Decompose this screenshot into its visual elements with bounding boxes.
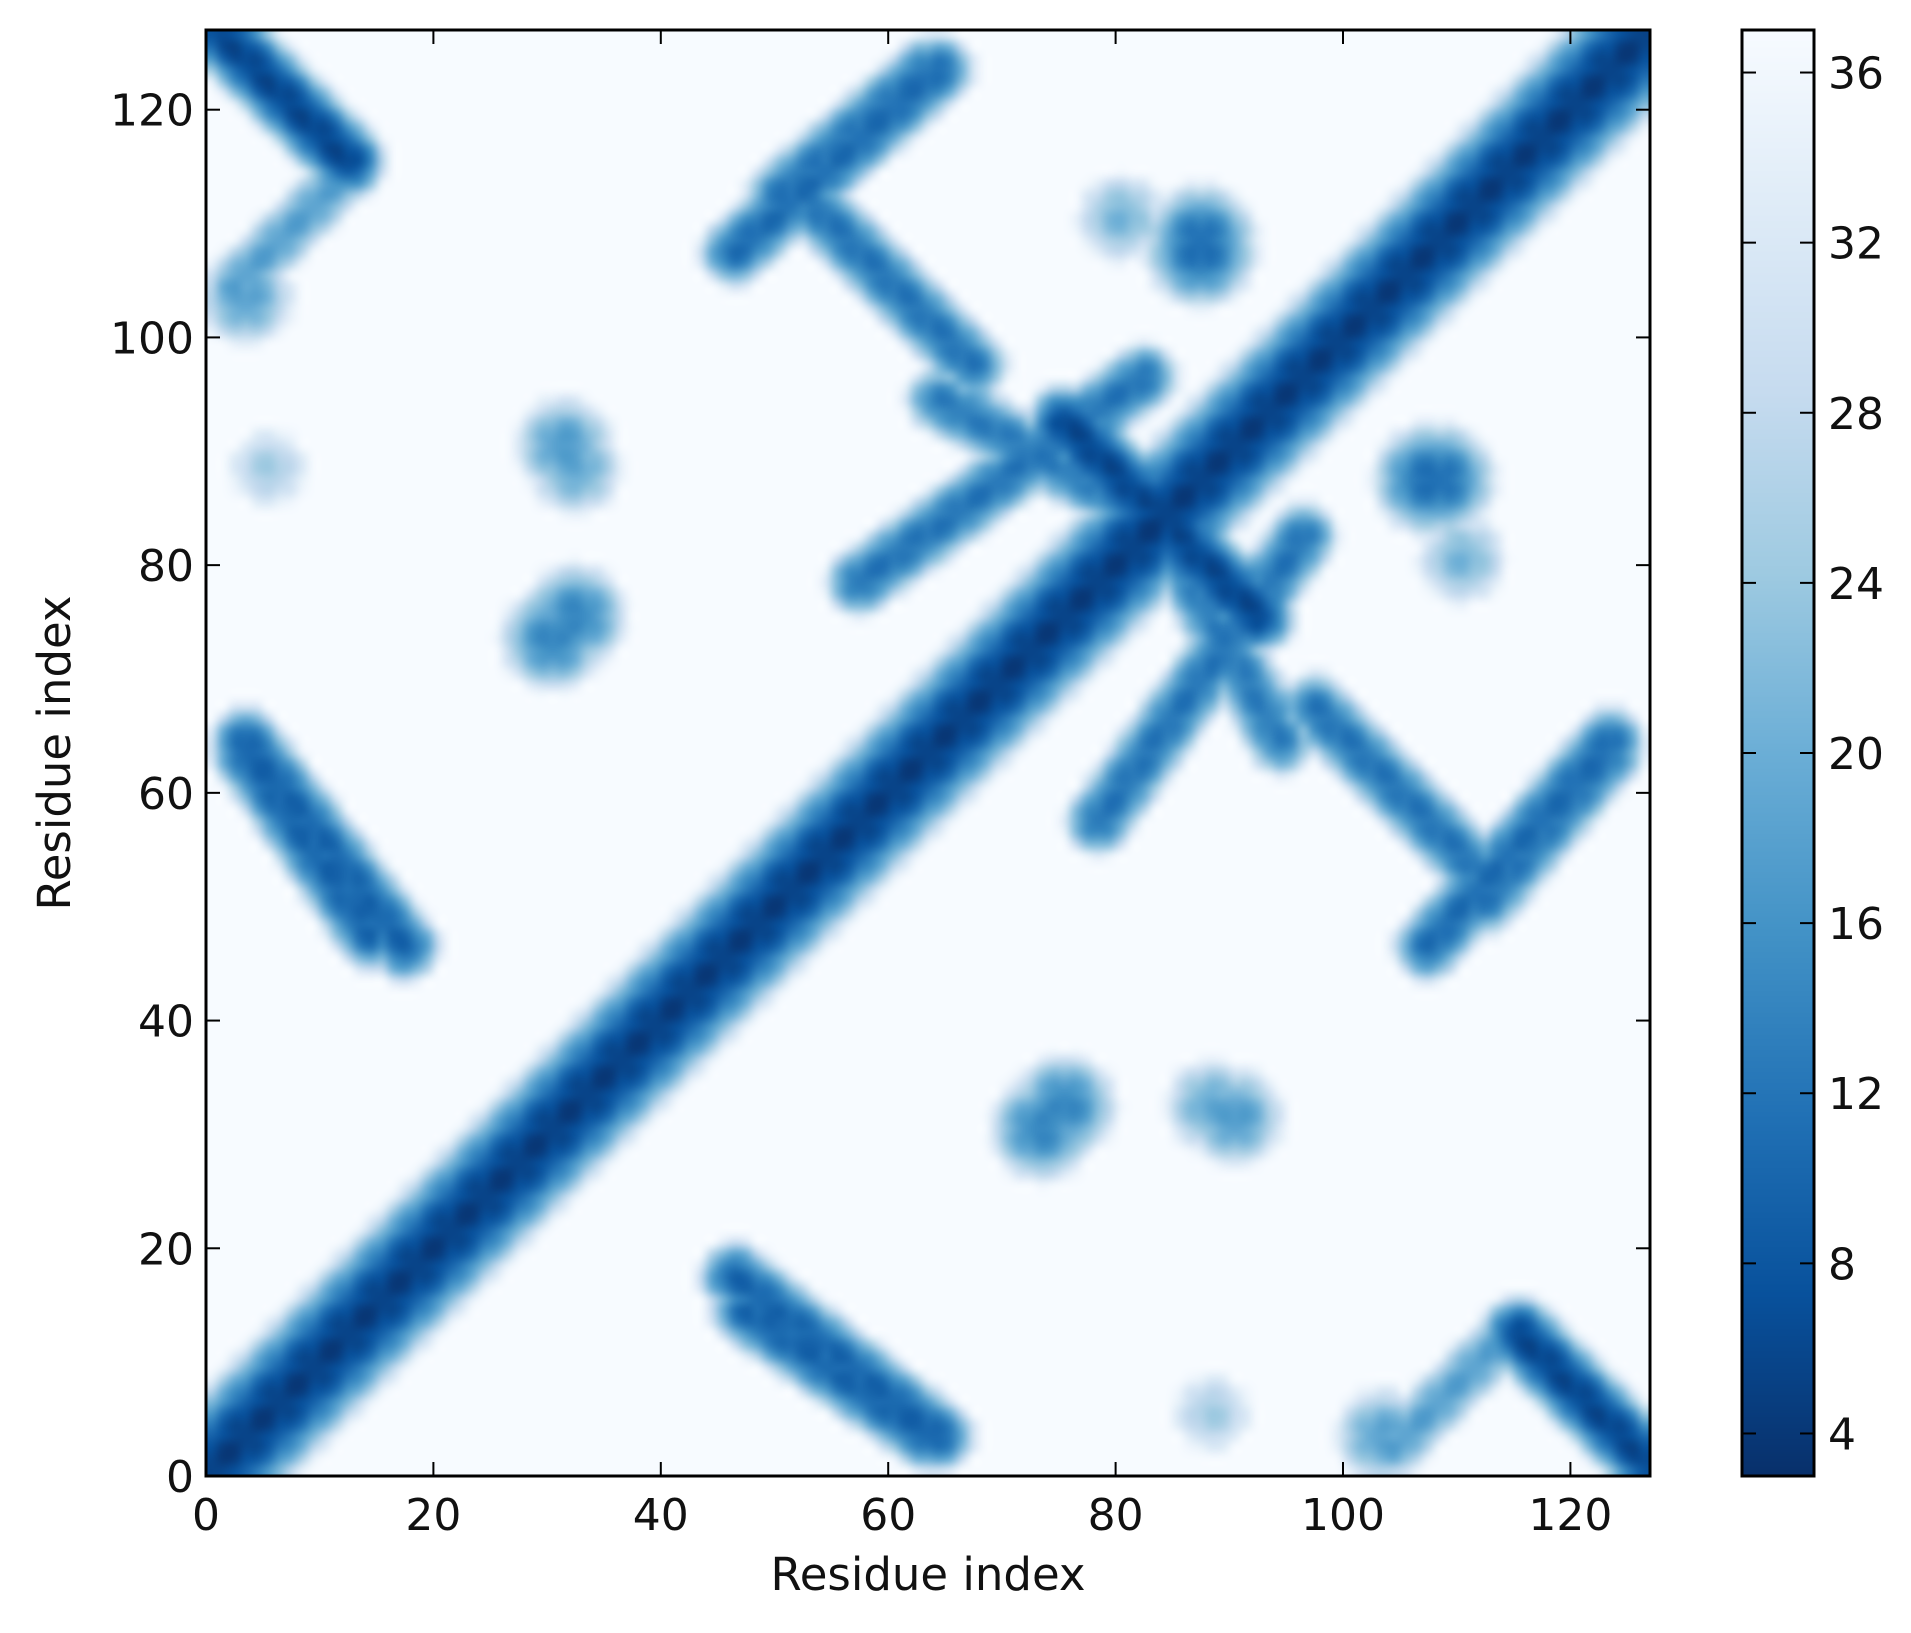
y-axis-ticks: 0 20 40 60 80 100 120	[110, 86, 1650, 1503]
colorbar-tick-label: 12	[1828, 1069, 1884, 1120]
x-tick-label: 20	[405, 1490, 461, 1541]
colorbar-tick-label: 24	[1828, 559, 1884, 610]
x-tick-label: 40	[633, 1490, 689, 1541]
y-tick-label: 100	[110, 313, 194, 364]
colorbar-tick-label: 4	[1828, 1409, 1856, 1460]
x-axis-ticks: 0 20 40 60 80 100 120	[192, 30, 1612, 1541]
x-axis-label: Residue index	[770, 1548, 1085, 1601]
x-tick-label: 0	[192, 1490, 220, 1541]
y-tick-label: 80	[138, 541, 194, 592]
colorbar-tick-label: 16	[1828, 899, 1884, 950]
x-tick-label: 120	[1528, 1490, 1612, 1541]
y-tick-label: 40	[138, 997, 194, 1048]
x-tick-label: 60	[860, 1490, 916, 1541]
x-tick-label: 80	[1088, 1490, 1144, 1541]
colorbar-ticks: 4 8 12 16 20 24 28 32 36	[1742, 49, 1884, 1460]
plot-frame	[204, 28, 1652, 1478]
colorbar-tick-label: 36	[1828, 49, 1884, 100]
colorbar-tick-label: 28	[1828, 389, 1884, 440]
heatmap-image	[206, 30, 1650, 1476]
y-axis-label: Residue index	[28, 595, 81, 910]
colorbar-tick-label: 32	[1828, 219, 1884, 270]
y-tick-label: 0	[166, 1452, 194, 1503]
y-tick-label: 20	[138, 1224, 194, 1275]
colorbar-tick-label: 8	[1828, 1239, 1856, 1290]
colorbar-tick-label: 20	[1828, 729, 1884, 780]
y-tick-label: 120	[110, 86, 194, 137]
y-tick-label: 60	[138, 769, 194, 820]
colorbar-frame	[1740, 28, 1816, 1478]
x-tick-label: 100	[1301, 1490, 1385, 1541]
